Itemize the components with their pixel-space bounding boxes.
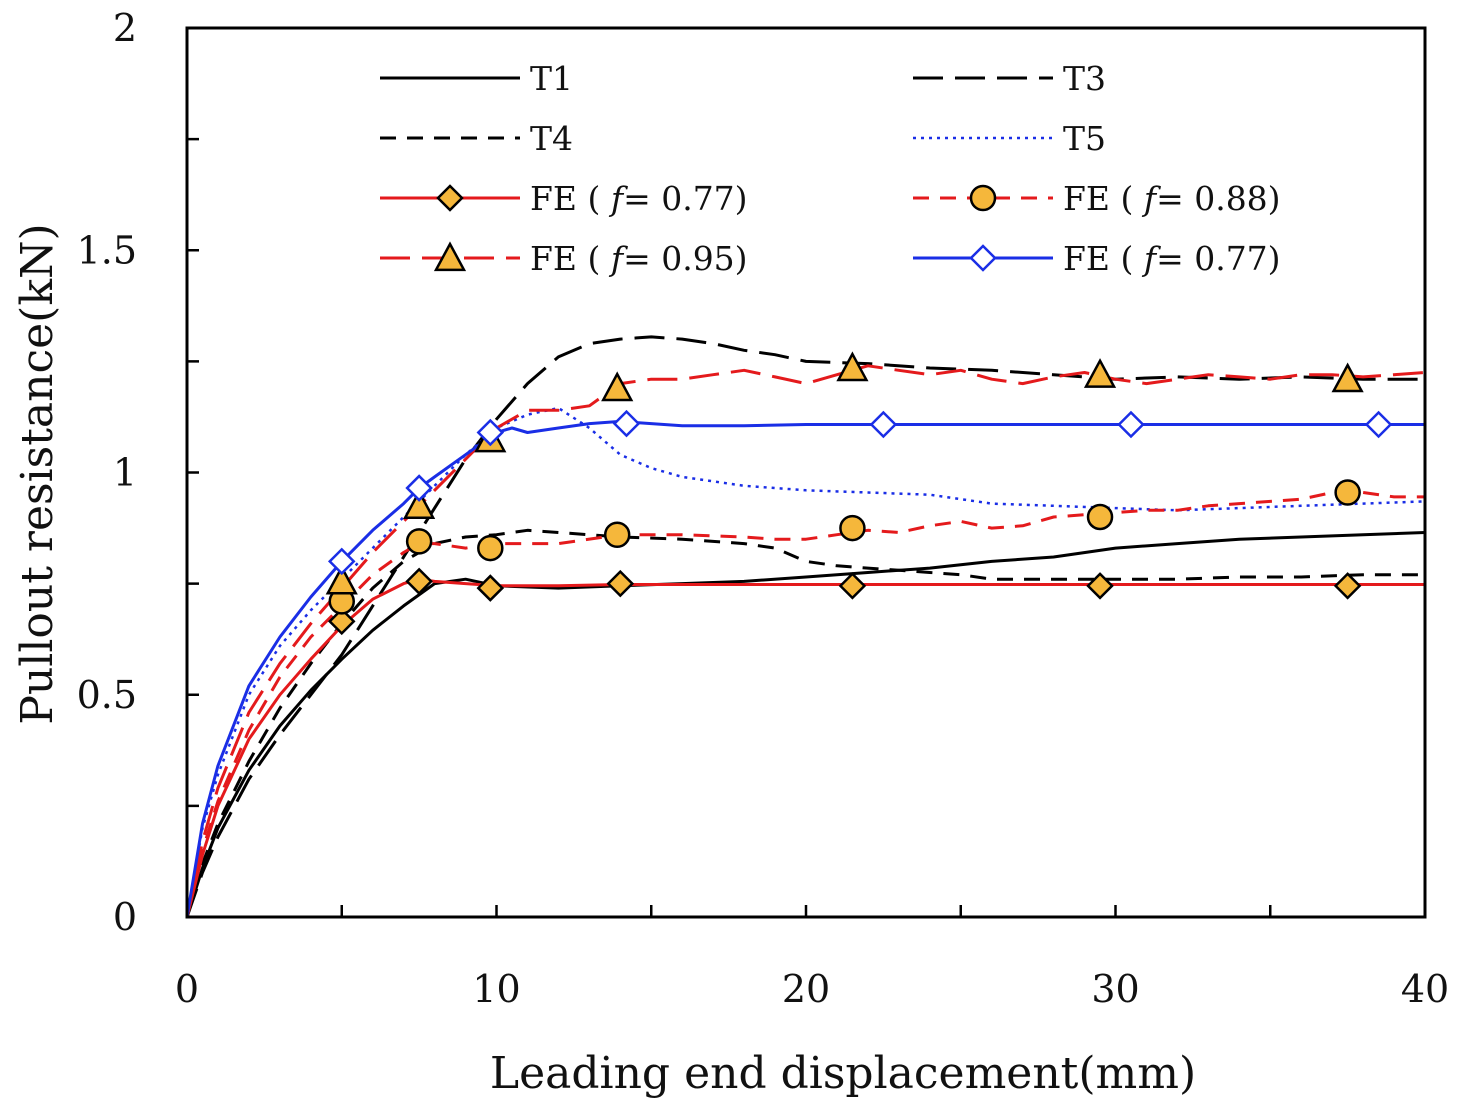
x-tick-label: 30 — [1091, 967, 1139, 1011]
legend-entry-5: FE ( f= 0.77) — [380, 179, 748, 218]
x-tick-label: 40 — [1401, 967, 1449, 1011]
series-7-marker — [325, 564, 358, 595]
y-tick-label: 1.5 — [77, 228, 137, 272]
series-7-marker — [1083, 358, 1117, 388]
legend-label: T1 — [530, 59, 573, 98]
plot-frame — [185, 26, 1427, 919]
y-tick-label: 0 — [113, 895, 137, 939]
series-line-5 — [187, 577, 1425, 917]
series-5-marker — [838, 572, 867, 600]
x-tick-label: 10 — [472, 967, 520, 1011]
legend-entry-7: FE ( f= 0.95) — [380, 239, 748, 278]
legend-label: T3 — [1063, 59, 1106, 98]
legend-marker — [436, 184, 464, 212]
y-axis-title: Pullout resistance(kN) — [12, 223, 63, 724]
legend-entry-3: T4 — [380, 119, 573, 158]
legend-entry-6: FE ( f= 0.88) — [913, 179, 1281, 218]
legend-label: FE ( f= 0.95) — [530, 239, 748, 278]
series-6-marker — [603, 521, 631, 548]
axes: 0 10 20 30 40 0 0.5 1 1.5 2 — [77, 6, 1450, 1011]
x-tick-label: 20 — [782, 967, 830, 1011]
y-tick-label: 0.5 — [77, 673, 137, 717]
series-5-marker — [327, 607, 356, 636]
series-8-marker — [869, 410, 898, 439]
x-axis-title: Leading end displacement(mm) — [490, 1048, 1196, 1099]
series-8-marker — [476, 418, 505, 447]
series-7-marker — [403, 489, 436, 519]
series-line-6 — [187, 491, 1425, 917]
y-tick-label: 1 — [113, 451, 137, 495]
series-8-marker — [1364, 410, 1393, 439]
legend-entry-1: T1 — [380, 59, 573, 98]
series-line-3 — [187, 528, 1425, 917]
legend: T1 T3 T4 T5 FE ( f= 0.77) FE ( f= 0.88) FE ( f… — [380, 59, 1281, 278]
legend-marker — [969, 244, 997, 272]
series-6-marker — [477, 534, 504, 562]
series-7-marker — [601, 371, 634, 402]
legend-label: FE ( f= 0.88) — [1063, 179, 1281, 218]
series-8-marker — [612, 409, 641, 438]
legend-label: T5 — [1063, 119, 1106, 158]
legend-label: FE ( f= 0.77) — [530, 179, 748, 218]
plot-area — [187, 335, 1425, 917]
legend-marker — [433, 241, 467, 272]
series-7-marker — [836, 351, 869, 382]
series-6-marker — [1334, 479, 1361, 506]
series-line-7 — [187, 364, 1425, 917]
series-6-marker — [405, 528, 433, 555]
series-5-marker — [476, 574, 505, 602]
legend-label: T4 — [530, 119, 573, 158]
series-7-marker — [1331, 362, 1364, 393]
series-5-marker — [405, 567, 433, 596]
series-5-marker — [1333, 572, 1362, 600]
series-5-marker — [606, 569, 635, 598]
series-5-marker — [1086, 572, 1114, 600]
legend-entry-4: T5 — [913, 119, 1106, 158]
series-8-marker — [1117, 410, 1145, 439]
legend-marker — [969, 184, 997, 212]
legend-label: FE ( f= 0.77) — [1063, 239, 1281, 278]
series-line-4 — [187, 406, 1425, 917]
legend-entry-8: FE ( f= 0.77) — [913, 239, 1281, 278]
series-line-8 — [187, 419, 1425, 917]
x-tick-label: 0 — [175, 967, 199, 1011]
series-8-marker — [327, 547, 356, 576]
series-6-marker — [839, 514, 866, 542]
series-8-marker — [405, 474, 433, 502]
legend-entry-2: T3 — [913, 59, 1106, 98]
series-6-marker — [1086, 503, 1114, 531]
y-tick-label: 2 — [113, 6, 137, 50]
